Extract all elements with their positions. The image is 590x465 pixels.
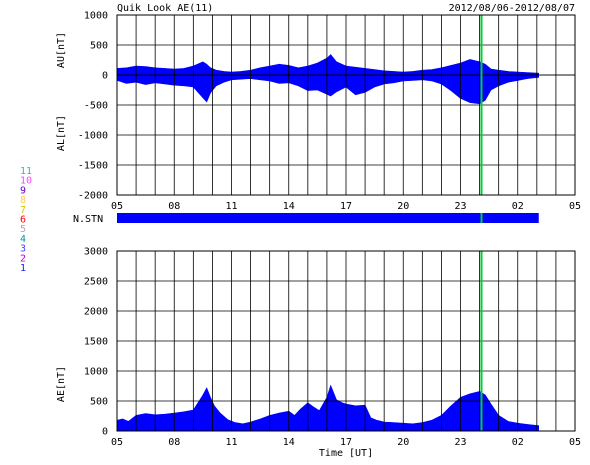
y-tick-label: 0 (102, 427, 108, 438)
x-tick-label: 20 (397, 201, 409, 212)
plot-frame (116, 14, 576, 196)
y-tick-label: 2500 (84, 277, 108, 288)
x-tick-label: 11 (225, 201, 237, 212)
y-tick-label: 500 (90, 41, 108, 52)
ae-series-area (116, 384, 539, 432)
y-tick-label: 1000 (84, 11, 108, 22)
station-legend-number: 5 (20, 224, 26, 235)
y-tick-label: -500 (84, 101, 108, 112)
x-tick-label: 23 (454, 201, 466, 212)
ae-axis-label: AE[nT] (56, 366, 67, 402)
x-tick-label: 05 (569, 437, 581, 448)
station-legend-number: 9 (20, 185, 26, 196)
y-tick-label: 500 (90, 397, 108, 408)
station-legend-number: 8 (20, 195, 26, 206)
chart-title: Quik Look AE(11) (117, 3, 213, 14)
y-tick-label: 3000 (84, 247, 108, 258)
date-range: 2012/08/06-2012/08/07 (449, 3, 575, 14)
al-axis-label: AL[nT] (56, 115, 67, 151)
station-count-bar (117, 213, 539, 223)
au-axis-label: AU[nT] (56, 32, 67, 68)
station-legend-number: 10 (20, 176, 32, 187)
station-legend-number: 6 (20, 215, 26, 226)
y-tick-label: 1000 (84, 367, 108, 378)
x-tick-label: 11 (225, 437, 237, 448)
x-tick-label: 02 (512, 201, 524, 212)
x-tick-label: 14 (283, 437, 295, 448)
station-legend-number: 1 (20, 263, 26, 274)
x-tick-label: 20 (397, 437, 409, 448)
x-tick-label: 08 (168, 201, 180, 212)
x-tick-label: 23 (454, 437, 466, 448)
station-legend-number: 2 (20, 253, 26, 264)
station-count-strip: N.STN (73, 213, 539, 225)
station-legend-number: 11 (20, 166, 32, 177)
station-strip-label: N.STN (73, 214, 103, 225)
x-tick-label: 17 (340, 201, 352, 212)
y-tick-label: 0 (102, 71, 108, 82)
y-tick-label: -2000 (78, 191, 108, 202)
x-tick-label: 05 (569, 201, 581, 212)
y-tick-label: 2000 (84, 307, 108, 318)
y-tick-label: -1500 (78, 161, 108, 172)
x-tick-label: 08 (168, 437, 180, 448)
x-tick-label: 17 (340, 437, 352, 448)
al-series-area (116, 74, 539, 105)
plot-frame (116, 250, 576, 432)
station-legend-number: 3 (20, 244, 26, 255)
au-series-area (116, 54, 539, 76)
x-axis-label: Time [UT] (319, 448, 373, 459)
station-legend-number: 7 (20, 205, 26, 216)
x-tick-label: 14 (283, 201, 295, 212)
y-tick-label: 1500 (84, 337, 108, 348)
station-legend-number: 4 (20, 234, 26, 245)
x-tick-label: 05 (111, 437, 123, 448)
x-tick-label: 02 (512, 437, 524, 448)
x-tick-label: 05 (111, 201, 123, 212)
y-tick-label: -1000 (78, 131, 108, 142)
